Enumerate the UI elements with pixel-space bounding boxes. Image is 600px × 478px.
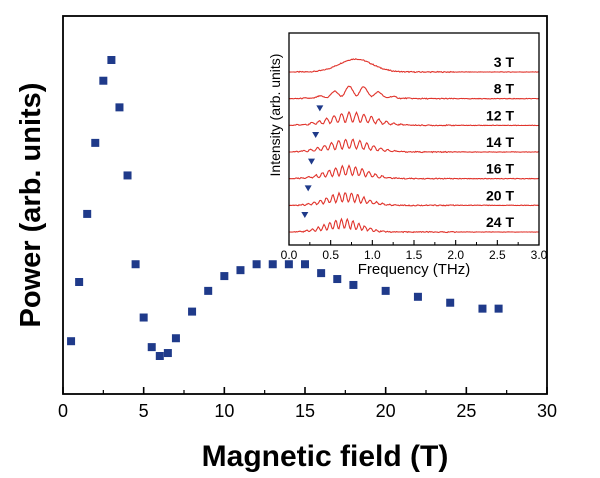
data-point xyxy=(446,298,455,307)
data-point xyxy=(284,260,293,269)
main-x-tick-label: 30 xyxy=(537,401,557,421)
data-point xyxy=(204,286,213,295)
data-point xyxy=(478,304,487,313)
data-point xyxy=(163,349,172,358)
data-point xyxy=(494,304,503,313)
inset-x-tick-labels: 0.0 0.5 1.0 1.5 2.0 2.5 3.0 xyxy=(281,248,548,262)
data-point xyxy=(317,269,326,278)
data-point xyxy=(333,275,342,284)
main-x-tick-label: 25 xyxy=(456,401,476,421)
inset-spectra xyxy=(288,58,540,234)
data-point xyxy=(301,260,309,269)
inset-x-tick-label: 1.5 xyxy=(406,248,423,262)
data-point xyxy=(107,56,116,64)
spectrum-line xyxy=(289,110,540,127)
onset-marker xyxy=(308,158,315,165)
inset-x-axis-label: Frequency (THz) xyxy=(358,261,471,278)
inset-x-tick-label: 1.0 xyxy=(364,248,381,262)
spectrum-line xyxy=(288,85,540,100)
data-point xyxy=(252,260,261,269)
main-x-tick-label: 0 xyxy=(58,401,68,421)
data-point xyxy=(413,292,422,301)
series-label: 20 T xyxy=(486,187,514,203)
spectrum-line xyxy=(289,58,540,74)
data-point xyxy=(75,278,84,286)
data-point xyxy=(67,337,76,346)
data-point xyxy=(91,138,100,147)
inset-x-tick-label: 0.5 xyxy=(322,248,339,262)
main-x-tick-label: 5 xyxy=(139,401,149,421)
series-label: 3 T xyxy=(494,54,515,70)
data-point xyxy=(236,266,245,275)
spectrum-line xyxy=(288,164,540,180)
series-label: 8 T xyxy=(494,81,515,97)
inset-x-tick-label: 0.0 xyxy=(281,248,298,262)
series-label: 12 T xyxy=(486,107,514,123)
inset-x-ticks xyxy=(288,240,540,245)
data-point xyxy=(131,260,140,269)
spectrum-line xyxy=(288,191,539,207)
data-point xyxy=(220,272,229,281)
main-x-axis-label: Magnetic field (T) xyxy=(202,440,449,473)
onset-marker xyxy=(301,212,309,218)
inset-series-labels: 3 T 8 T 12 T 14 T 16 T 20 T 24 T xyxy=(486,54,514,230)
data-point xyxy=(147,343,156,352)
data-point xyxy=(171,334,180,343)
main-y-axis-label: Power (arb. units) xyxy=(15,83,47,328)
onset-marker xyxy=(312,132,320,138)
spectrum-line xyxy=(289,138,540,154)
data-point xyxy=(99,76,108,85)
series-label: 16 T xyxy=(486,161,514,177)
main-x-tick-labels: 0 5 10 15 20 25 30 xyxy=(58,401,557,421)
inset-x-tick-label: 3.0 xyxy=(531,248,548,262)
series-label: 24 T xyxy=(486,214,514,230)
main-x-tick-label: 20 xyxy=(376,401,396,421)
spectrum-line xyxy=(289,217,540,234)
main-x-ticks xyxy=(62,387,548,394)
data-point xyxy=(139,313,148,322)
data-point xyxy=(349,280,358,289)
main-data-points xyxy=(67,56,503,360)
inset-x-tick-label: 2.5 xyxy=(489,248,506,262)
onset-marker xyxy=(304,185,312,192)
main-x-tick-label: 15 xyxy=(295,401,315,421)
data-point xyxy=(268,260,277,269)
data-point xyxy=(188,307,197,316)
onset-marker xyxy=(316,105,324,112)
inset-markers xyxy=(301,105,324,218)
inset-x-tick-label: 2.0 xyxy=(447,248,464,262)
data-point xyxy=(381,286,390,295)
data-point xyxy=(83,209,92,218)
data-point xyxy=(115,103,124,112)
data-point xyxy=(155,352,164,360)
series-label: 14 T xyxy=(486,134,514,150)
data-point xyxy=(123,171,132,180)
main-x-tick-label: 10 xyxy=(214,401,234,421)
inset-y-axis-label: Intensity (arb. units) xyxy=(267,54,283,177)
